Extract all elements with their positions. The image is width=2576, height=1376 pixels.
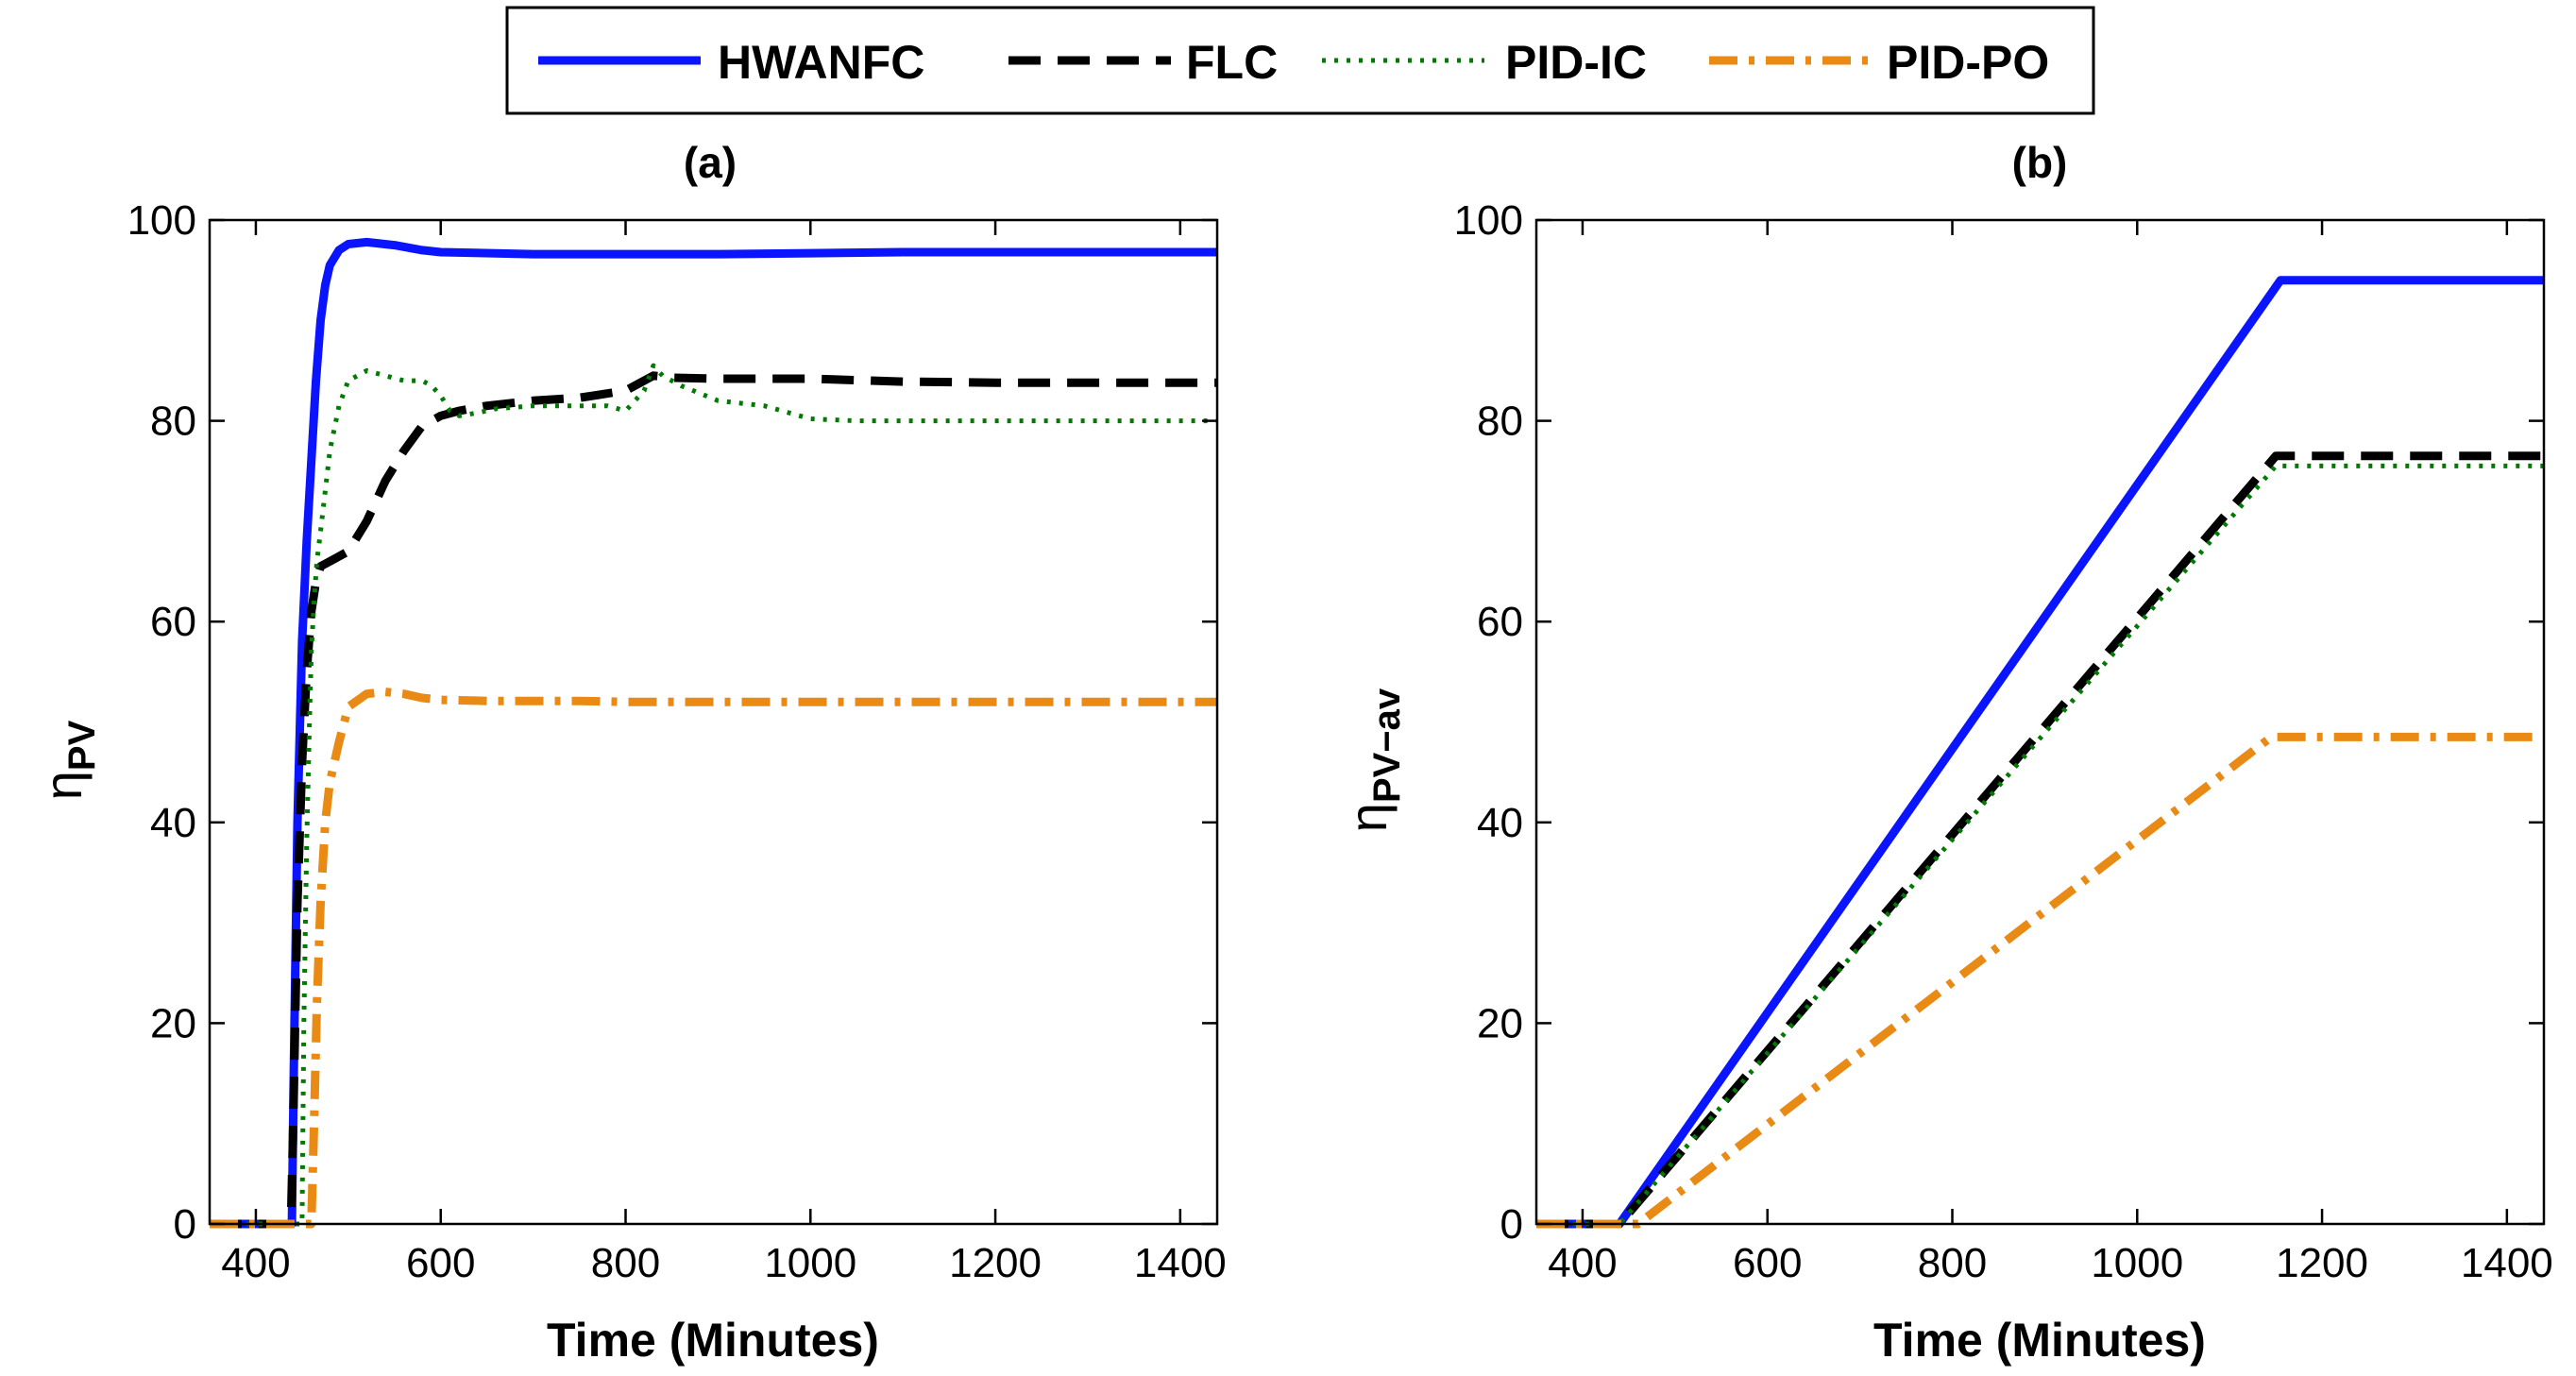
- panel-b-xtick-label: 600: [1733, 1240, 1802, 1286]
- panel-a-ylabel-subscript: PV: [61, 720, 103, 771]
- panel-a-xtick-label: 1200: [949, 1240, 1042, 1286]
- panel-b-xtick-label: 1000: [2091, 1240, 2183, 1286]
- panel-b-xtick-label: 400: [1548, 1240, 1617, 1286]
- panel-a-xtick-label: 1400: [1134, 1240, 1227, 1286]
- panel-b-ytick-label: 100: [1454, 197, 1523, 244]
- panel-a-ytick-label: 80: [150, 399, 196, 445]
- panel-a: (a) 400 600 800 1000 1200 1400 0 20 40 60 80 100 Ti…: [33, 138, 1227, 1367]
- panel-b: (b) 400 600 800 1000 1200 1400 0 20 40 60 80 100 Ti…: [1338, 138, 2553, 1367]
- panel-a-axes-box: [208, 218, 1219, 1226]
- panel-b-series-flc: [1536, 451, 2544, 1229]
- panel-b-ylabel-subscript: PV−av: [1366, 688, 1408, 803]
- panel-b-series-pid-po: [1536, 732, 2544, 1229]
- panel-a-xtick-label: 800: [591, 1240, 660, 1286]
- panel-a-series-flc: [210, 371, 1217, 1229]
- panel-a-title: (a): [684, 138, 737, 187]
- panel-b-xlabel: Time (Minutes): [1873, 1314, 2206, 1367]
- panel-a-ylabel: ηPV: [33, 720, 103, 800]
- panel-b-ytick-label: 80: [1477, 399, 1523, 445]
- legend: HWANFC FLC PID-IC PID-PO: [505, 6, 2095, 115]
- panel-b-ticks: 400 600 800 1000 1200 1400 0 20 40 60 80 100: [1454, 197, 2553, 1286]
- panel-b-title: (b): [2012, 138, 2068, 187]
- panel-a-xlabel: Time (Minutes): [547, 1314, 879, 1367]
- panel-b-ytick-label: 20: [1477, 1000, 1523, 1046]
- panel-a-ytick-label: 60: [150, 599, 196, 645]
- legend-label-flc: FLC: [1186, 36, 1278, 89]
- panel-b-xtick-label: 800: [1918, 1240, 1987, 1286]
- panel-a-series-pid-po: [210, 688, 1217, 1229]
- panel-a-xtick-label: 600: [406, 1240, 475, 1286]
- panel-a-ticks: 400 600 800 1000 1200 1400 0 20 40 60 80 100: [127, 197, 1227, 1286]
- panel-a-xtick-label: 1000: [764, 1240, 856, 1286]
- panel-b-xtick-label: 1400: [2461, 1240, 2553, 1286]
- panel-a-series-pid-ic: [210, 363, 1217, 1227]
- panel-b-series-pid-ic: [1536, 463, 2544, 1227]
- panel-a-series: [210, 237, 1217, 1229]
- panel-a-ytick-label: 0: [174, 1201, 196, 1248]
- panel-b-ytick-label: 60: [1477, 599, 1523, 645]
- panel-a-ytick-label: 100: [127, 197, 196, 244]
- panel-a-ytick-label: 20: [150, 1000, 196, 1046]
- panel-a-ytick-label: 40: [150, 800, 196, 846]
- panel-a-ylabel-symbol: η: [33, 771, 93, 800]
- panel-b-series: [1536, 276, 2544, 1229]
- panel-b-series-hwanfc: [1536, 276, 2544, 1229]
- panel-b-xtick-label: 1200: [2276, 1240, 2368, 1286]
- panel-a-xtick-label: 400: [221, 1240, 290, 1286]
- panel-b-ylabel: ηPV−av: [1338, 688, 1408, 832]
- legend-label-hwanfc: HWANFC: [718, 36, 924, 89]
- panel-b-axes-box: [1534, 218, 2546, 1226]
- legend-label-pid-po: PID-PO: [1887, 36, 2049, 89]
- panel-b-ytick-label: 40: [1477, 800, 1523, 846]
- panel-a-series-hwanfc: [210, 237, 1217, 1229]
- panel-b-ytick-label: 0: [1500, 1201, 1523, 1248]
- panel-b-ylabel-symbol: η: [1338, 803, 1398, 832]
- legend-label-pid-ic: PID-IC: [1505, 36, 1647, 89]
